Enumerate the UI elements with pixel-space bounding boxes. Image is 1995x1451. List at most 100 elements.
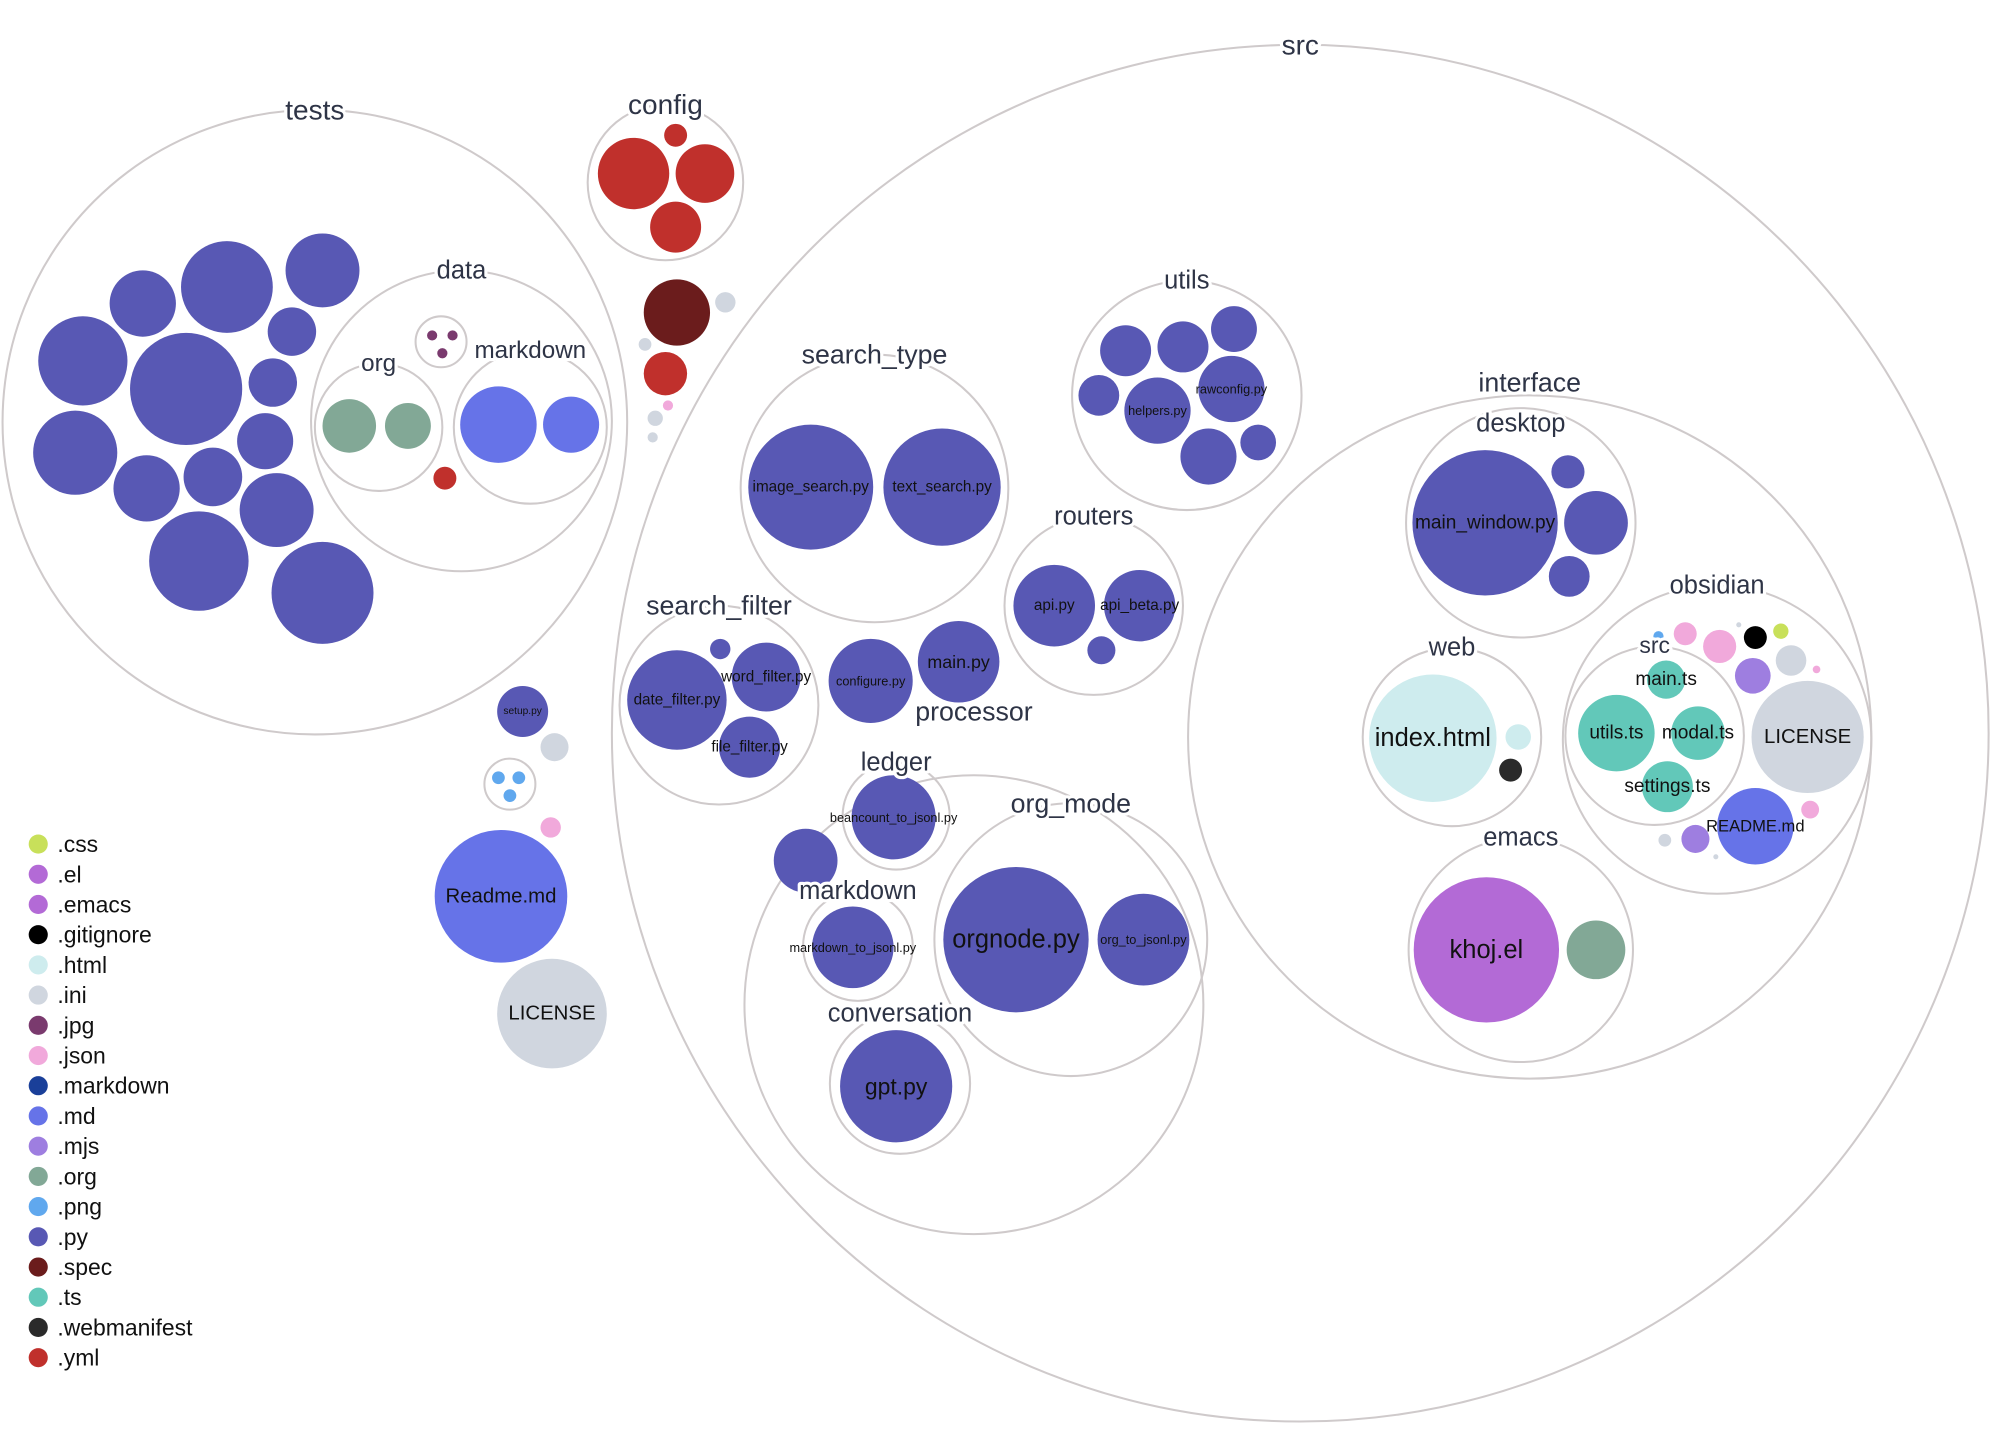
file-circle-api_beta[interactable] — [1103, 569, 1176, 642]
file-circle-readme_root[interactable] — [434, 830, 568, 963]
file-circle-main_window[interactable] — [1412, 450, 1558, 596]
file-circle-png[interactable] — [512, 771, 526, 785]
file-circle-gpt[interactable] — [840, 1030, 953, 1143]
file-circle-py[interactable] — [130, 332, 243, 446]
file-circle-text_search[interactable] — [883, 428, 1001, 546]
folder-circle[interactable] — [414, 315, 468, 369]
file-circle-md[interactable] — [460, 386, 537, 463]
folder-circle-org[interactable] — [313, 362, 444, 492]
file-circle-py[interactable] — [267, 307, 317, 356]
file-circle-py[interactable] — [1180, 428, 1237, 485]
file-circle-main_ts[interactable] — [1646, 660, 1686, 699]
file-circle-markdown_to_jsonl[interactable] — [812, 906, 894, 989]
file-circle-main_py[interactable] — [917, 620, 1000, 703]
folder-circle[interactable] — [483, 757, 537, 811]
file-circle-py[interactable] — [1157, 321, 1209, 373]
folder-circle-markdown_data[interactable] — [452, 349, 608, 505]
file-circle-py[interactable] — [1548, 555, 1590, 597]
file-circle-png[interactable] — [503, 789, 517, 802]
file-circle-mjs[interactable] — [1734, 657, 1771, 694]
file-circle-ini[interactable] — [715, 292, 736, 313]
file-circle-file_filter[interactable] — [718, 716, 781, 778]
folder-circle-ledger[interactable] — [841, 761, 951, 871]
file-circle-json[interactable] — [662, 400, 674, 411]
file-circle-yml[interactable] — [597, 137, 670, 210]
file-circle-py[interactable] — [38, 316, 128, 406]
folder-circle-conversation[interactable] — [828, 1012, 972, 1155]
folder-circle-web[interactable] — [1361, 646, 1543, 828]
folder-circle-org_mode[interactable] — [933, 802, 1209, 1078]
file-circle-ini[interactable] — [647, 432, 658, 443]
folder-circle-desktop[interactable] — [1405, 407, 1637, 639]
file-circle-jpg[interactable] — [427, 330, 438, 341]
file-circle-mjs[interactable] — [1681, 824, 1710, 853]
folder-circle-search_filter[interactable] — [618, 604, 820, 806]
file-circle-ini[interactable] — [540, 733, 569, 762]
file-circle-org_to_jsonl[interactable] — [1097, 893, 1190, 986]
file-circle-rawconfig[interactable] — [1198, 355, 1265, 423]
folder-circle-src[interactable] — [610, 43, 1990, 1423]
file-circle-py[interactable] — [33, 410, 118, 495]
file-circle-css[interactable] — [1773, 623, 1789, 639]
file-circle-beancount[interactable] — [851, 775, 936, 860]
file-circle-yml[interactable] — [643, 351, 688, 396]
file-circle-py[interactable] — [773, 828, 838, 893]
file-circle-json[interactable] — [1812, 665, 1821, 674]
folder-circle-emacs[interactable] — [1407, 836, 1634, 1064]
file-circle-ini[interactable] — [1736, 622, 1742, 628]
file-circle-py[interactable] — [181, 241, 273, 333]
folder-circle-obsidian[interactable] — [1561, 584, 1873, 895]
folder-circle-data[interactable] — [310, 269, 613, 573]
file-circle-json[interactable] — [540, 817, 561, 838]
file-circle-py[interactable] — [1100, 325, 1152, 377]
file-circle-html[interactable] — [1505, 724, 1531, 750]
folder-circle-tests[interactable] — [1, 108, 629, 736]
folder-circle-utils[interactable] — [1071, 279, 1303, 512]
file-circle-license_root[interactable] — [497, 958, 607, 1069]
file-circle-api[interactable] — [1013, 564, 1096, 647]
file-circle-settings_ts[interactable] — [1641, 761, 1693, 813]
folder-circle-config[interactable] — [586, 103, 745, 262]
file-circle-configure[interactable] — [828, 638, 913, 723]
folder-circle-markdown_proc[interactable] — [802, 890, 914, 1002]
file-circle-yml[interactable] — [650, 201, 702, 253]
file-circle-py[interactable] — [1078, 374, 1120, 416]
file-circle-date_filter[interactable] — [627, 650, 727, 750]
file-circle-yml[interactable] — [675, 144, 735, 203]
file-circle-py[interactable] — [285, 233, 360, 308]
file-circle-jpg[interactable] — [437, 348, 448, 359]
file-circle-org[interactable] — [384, 402, 431, 449]
file-circle-py[interactable] — [113, 455, 180, 522]
file-circle-json[interactable] — [1673, 622, 1697, 646]
file-circle-word_filter[interactable] — [731, 642, 801, 712]
file-circle-py[interactable] — [710, 638, 731, 660]
file-circle-image_search[interactable] — [748, 424, 874, 550]
file-circle-ini[interactable] — [1775, 645, 1807, 676]
file-circle-py[interactable] — [183, 447, 243, 507]
file-circle-readme_obs[interactable] — [1717, 787, 1794, 865]
file-circle-jpg[interactable] — [447, 330, 458, 341]
folder-circle-processor[interactable] — [743, 774, 1205, 1236]
file-circle-py[interactable] — [239, 473, 314, 548]
file-circle-py[interactable] — [109, 270, 176, 337]
file-circle-png[interactable] — [492, 771, 505, 785]
file-circle-yml[interactable] — [664, 123, 688, 147]
file-circle-org[interactable] — [322, 399, 377, 453]
file-circle-py[interactable] — [248, 358, 298, 407]
file-circle-gitignore[interactable] — [1743, 626, 1767, 650]
file-circle-webmanifest[interactable] — [1499, 758, 1523, 782]
file-circle-py[interactable] — [271, 541, 374, 644]
file-circle-yml[interactable] — [433, 466, 457, 490]
file-circle-py[interactable] — [1211, 306, 1257, 352]
file-circle-py[interactable] — [149, 511, 249, 611]
file-circle-spec[interactable] — [643, 279, 711, 346]
file-circle-helpers[interactable] — [1124, 377, 1191, 444]
file-circle-utils_ts[interactable] — [1578, 694, 1655, 772]
file-circle-ini[interactable] — [638, 337, 652, 351]
file-circle-ini[interactable] — [1658, 833, 1672, 847]
file-circle-index_html[interactable] — [1369, 674, 1497, 802]
folder-circle-routers[interactable] — [1003, 515, 1184, 696]
file-circle-py[interactable] — [1564, 490, 1628, 555]
file-circle-md[interactable] — [543, 396, 600, 453]
file-circle-orgnode[interactable] — [943, 866, 1089, 1013]
